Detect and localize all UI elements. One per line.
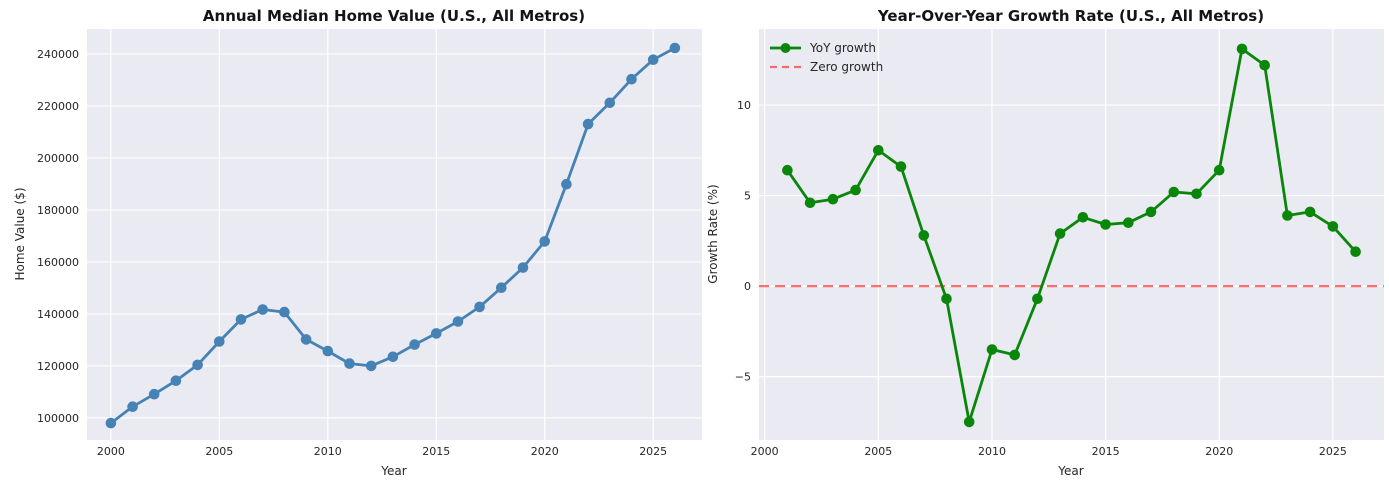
left-y-axis-label: Home Value ($) bbox=[13, 187, 27, 280]
y-tick-label: 120000 bbox=[37, 360, 79, 373]
home-value-chart: 2000 2005 2010 2015 2020 2025 100000 120000 1400… bbox=[37, 29, 702, 458]
growth-rate-point bbox=[1191, 188, 1202, 200]
y-tick-label: 140000 bbox=[37, 308, 79, 321]
y-tick-label: 10 bbox=[737, 99, 751, 112]
right-chart-title: Year-Over-Year Growth Rate (U.S., All Me… bbox=[877, 7, 1264, 25]
growth-rate-point bbox=[1236, 43, 1248, 55]
growth-rate-point bbox=[941, 293, 952, 305]
home-value-point bbox=[582, 118, 594, 130]
home-value-point bbox=[539, 236, 550, 247]
y-tick-label: 200000 bbox=[37, 152, 79, 165]
growth-rate-point bbox=[986, 344, 998, 355]
x-tick-label: 2020 bbox=[1205, 445, 1233, 458]
growth-rate-point bbox=[963, 416, 975, 428]
growth-rate-point bbox=[1123, 217, 1134, 228]
home-value-point bbox=[409, 339, 420, 350]
x-tick-label: 2025 bbox=[1319, 445, 1347, 458]
home-value-point bbox=[300, 334, 312, 345]
right-x-axis-label: Year bbox=[1057, 464, 1083, 478]
y-tick-label: 160000 bbox=[37, 256, 79, 269]
x-tick-label: 2010 bbox=[978, 445, 1006, 458]
x-tick-label: 2010 bbox=[314, 445, 342, 458]
growth-rate-point bbox=[1032, 293, 1043, 305]
x-tick-label: 2000 bbox=[97, 445, 125, 458]
growth-rate-point bbox=[1077, 212, 1089, 223]
home-value-point bbox=[344, 358, 355, 369]
growth-rate-point bbox=[1282, 210, 1293, 221]
x-tick-label: 2000 bbox=[751, 445, 779, 458]
x-tick-label: 2015 bbox=[422, 445, 450, 458]
growth-rate-point bbox=[804, 197, 816, 209]
home-value-point bbox=[214, 336, 225, 347]
home-value-point bbox=[647, 54, 659, 65]
legend: YoY growth Zero growth bbox=[770, 41, 883, 74]
growth-rate-point bbox=[782, 164, 793, 176]
home-value-point bbox=[561, 178, 572, 190]
left-chart-title: Annual Median Home Value (U.S., All Metr… bbox=[203, 7, 585, 25]
growth-rate-point bbox=[1054, 228, 1066, 239]
growth-rate-point bbox=[1304, 206, 1316, 218]
home-value-point bbox=[474, 301, 485, 313]
y-tick-label: 0 bbox=[744, 280, 751, 293]
growth-rate-point bbox=[1259, 59, 1270, 71]
home-value-point bbox=[626, 73, 637, 85]
home-value-point bbox=[279, 306, 290, 318]
legend-zero-label: Zero growth bbox=[810, 60, 883, 74]
plot-area bbox=[759, 29, 1384, 440]
x-tick-label: 2020 bbox=[531, 445, 559, 458]
growth-rate-point bbox=[918, 230, 930, 241]
home-value-point bbox=[452, 316, 464, 327]
growth-rate-point bbox=[1327, 221, 1339, 232]
home-value-point bbox=[387, 351, 399, 363]
growth-rate-point bbox=[873, 145, 884, 156]
home-value-point bbox=[127, 401, 138, 413]
growth-rate-point bbox=[1100, 219, 1111, 230]
home-value-point bbox=[235, 314, 247, 325]
x-tick-label: 2005 bbox=[864, 445, 892, 458]
home-value-point bbox=[365, 360, 377, 372]
home-value-point bbox=[431, 328, 442, 339]
legend-yoy-label: YoY growth bbox=[809, 41, 876, 55]
right-y-axis-label: Growth Rate (%) bbox=[706, 184, 720, 283]
home-value-point bbox=[257, 304, 269, 315]
x-tick-label: 2015 bbox=[1092, 445, 1120, 458]
x-tick-label: 2025 bbox=[639, 445, 667, 458]
y-tick-label: −5 bbox=[735, 371, 751, 384]
home-value-point bbox=[192, 359, 203, 371]
home-value-point bbox=[496, 282, 507, 294]
home-value-point bbox=[170, 375, 182, 387]
left-x-axis-label: Year bbox=[380, 464, 406, 478]
y-tick-label: 220000 bbox=[37, 100, 79, 113]
x-tick-label: 2005 bbox=[205, 445, 233, 458]
legend-yoy-marker bbox=[780, 43, 791, 53]
growth-rate-point bbox=[895, 161, 907, 172]
home-value-point bbox=[148, 388, 160, 400]
growth-rate-chart: 2000 2005 2010 2015 2020 2025 −5 0 5 10 bbox=[735, 29, 1384, 458]
growth-rate-point bbox=[1350, 246, 1361, 257]
home-value-point bbox=[517, 262, 529, 273]
growth-rate-point bbox=[1145, 206, 1157, 218]
growth-rate-point bbox=[850, 184, 861, 196]
growth-rate-point bbox=[1168, 186, 1180, 198]
home-value-point bbox=[669, 42, 681, 54]
growth-rate-point bbox=[1009, 349, 1020, 361]
y-tick-label: 240000 bbox=[37, 48, 79, 61]
growth-rate-point bbox=[1213, 164, 1225, 176]
home-value-point bbox=[105, 417, 117, 429]
y-tick-label: 5 bbox=[744, 190, 751, 203]
home-value-point bbox=[322, 345, 334, 357]
y-tick-label: 180000 bbox=[37, 204, 79, 217]
y-tick-label: 100000 bbox=[37, 412, 79, 425]
growth-rate-point bbox=[827, 193, 839, 205]
home-value-point bbox=[604, 97, 616, 109]
